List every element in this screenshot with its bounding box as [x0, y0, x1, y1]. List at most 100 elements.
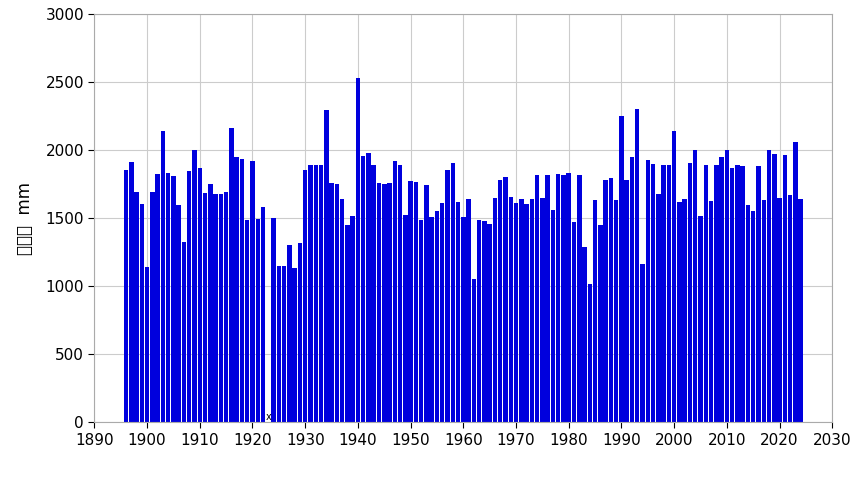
Bar	[693, 150, 698, 422]
Bar	[387, 183, 392, 422]
Bar	[688, 163, 692, 422]
Bar	[593, 200, 597, 422]
Bar	[308, 166, 312, 422]
Bar	[504, 177, 508, 422]
Bar	[772, 154, 776, 422]
Bar	[408, 180, 413, 422]
Bar	[239, 159, 245, 422]
Bar	[377, 183, 381, 422]
Bar	[793, 142, 798, 422]
Bar	[709, 201, 713, 422]
Bar	[298, 243, 302, 422]
Bar	[603, 180, 607, 422]
Bar	[667, 165, 671, 422]
Bar	[393, 161, 397, 422]
Bar	[467, 199, 471, 422]
Bar	[583, 247, 587, 422]
Bar	[751, 211, 755, 422]
Bar	[762, 200, 766, 422]
Bar	[477, 220, 481, 422]
Bar	[182, 241, 186, 422]
Bar	[319, 165, 323, 422]
Bar	[129, 162, 134, 422]
Bar	[445, 170, 450, 422]
Bar	[677, 202, 681, 422]
Text: x: x	[265, 412, 271, 422]
Bar	[571, 222, 577, 422]
Bar	[566, 173, 571, 422]
Bar	[498, 180, 503, 422]
Bar	[124, 170, 128, 422]
Bar	[282, 266, 287, 422]
Bar	[256, 218, 260, 422]
Bar	[361, 156, 366, 422]
Bar	[524, 204, 529, 422]
Bar	[546, 175, 550, 422]
Bar	[202, 193, 208, 422]
Bar	[197, 168, 202, 422]
Bar	[261, 207, 265, 422]
Bar	[492, 198, 497, 422]
Bar	[251, 161, 255, 422]
Bar	[192, 150, 196, 422]
Bar	[160, 132, 165, 422]
Bar	[577, 175, 582, 422]
Bar	[541, 198, 545, 422]
Bar	[782, 155, 787, 422]
Bar	[398, 165, 402, 422]
Bar	[293, 268, 297, 422]
Bar	[556, 174, 560, 422]
Bar	[450, 163, 455, 422]
Bar	[672, 132, 676, 422]
Bar	[635, 109, 639, 422]
Bar	[714, 165, 718, 422]
Bar	[135, 192, 139, 422]
Bar	[224, 192, 228, 422]
Bar	[287, 245, 292, 422]
Bar	[746, 204, 750, 422]
Bar	[187, 171, 191, 422]
Bar	[509, 197, 513, 422]
Bar	[645, 160, 650, 422]
Bar	[740, 166, 745, 422]
Bar	[598, 225, 602, 422]
Bar	[725, 150, 729, 422]
Bar	[155, 174, 160, 422]
Bar	[588, 284, 592, 422]
Bar	[799, 199, 803, 422]
Bar	[345, 225, 349, 422]
Bar	[625, 180, 629, 422]
Bar	[234, 157, 239, 422]
Bar	[340, 200, 344, 422]
Y-axis label: 降水量  mm: 降水量 mm	[16, 182, 34, 255]
Bar	[656, 193, 661, 422]
Bar	[514, 204, 518, 422]
Bar	[561, 175, 565, 422]
Bar	[529, 199, 534, 422]
Bar	[735, 165, 740, 422]
Bar	[276, 266, 281, 422]
Bar	[640, 264, 644, 422]
Bar	[329, 183, 334, 422]
Bar	[177, 205, 181, 422]
Bar	[350, 216, 355, 422]
Bar	[767, 150, 771, 422]
Bar	[519, 199, 523, 422]
Bar	[682, 199, 687, 422]
Bar	[730, 168, 734, 422]
Bar	[150, 192, 154, 422]
Bar	[166, 173, 171, 422]
Bar	[472, 279, 476, 422]
Bar	[430, 217, 434, 422]
Bar	[608, 178, 613, 422]
Bar	[704, 165, 708, 422]
Bar	[229, 128, 233, 422]
Bar	[535, 175, 540, 422]
Bar	[172, 176, 176, 422]
Bar	[435, 211, 439, 422]
Bar	[271, 218, 275, 422]
Bar	[208, 184, 213, 422]
Bar	[777, 198, 782, 422]
Bar	[366, 153, 371, 422]
Bar	[651, 164, 656, 422]
